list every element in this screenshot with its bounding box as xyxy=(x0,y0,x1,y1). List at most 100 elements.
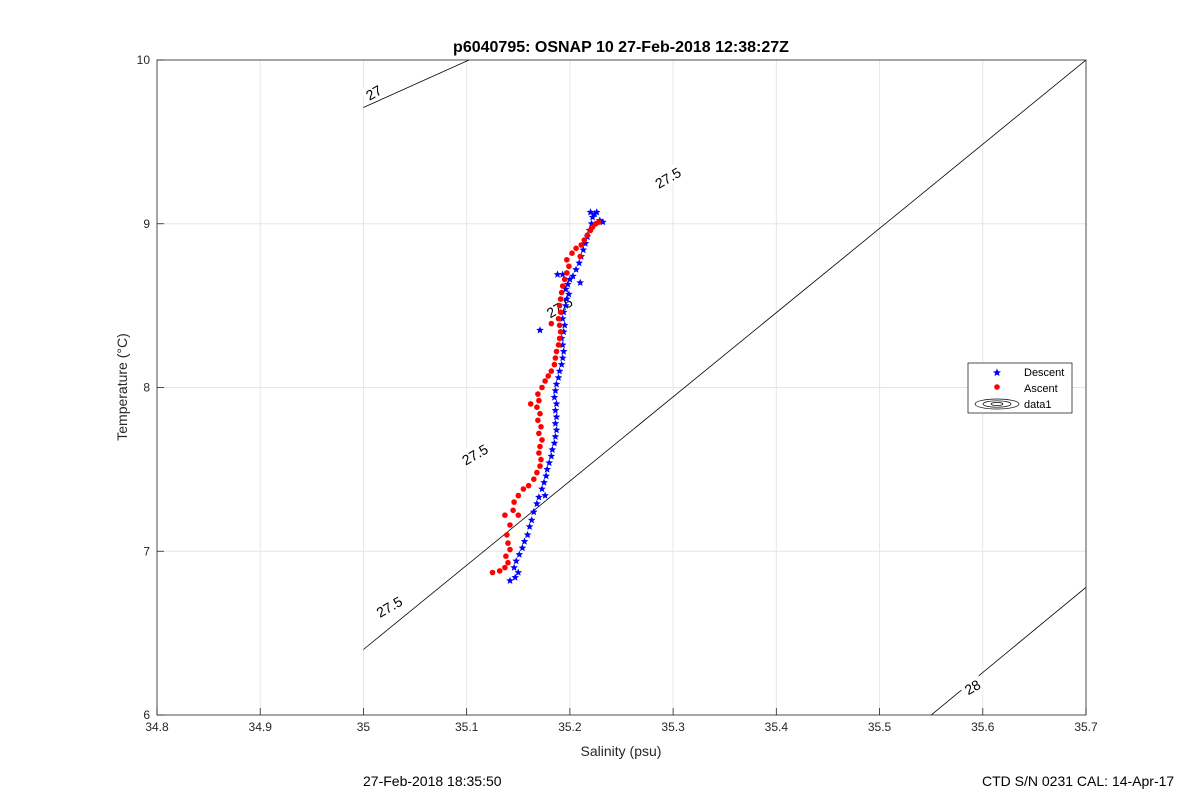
ascent-point xyxy=(581,237,588,243)
contour-label-text: 27 xyxy=(363,82,385,104)
ascent-point xyxy=(505,540,511,546)
descent-point xyxy=(558,354,567,362)
descent-point xyxy=(551,419,560,427)
y-tick-label: 6 xyxy=(143,708,150,722)
ascent-point xyxy=(584,232,591,238)
contour-label-bg xyxy=(453,437,495,471)
ascent-point xyxy=(539,437,545,443)
ascent-point xyxy=(555,315,562,322)
ascent-point xyxy=(534,404,540,411)
ascent-point xyxy=(538,424,544,430)
ascent-point xyxy=(556,302,563,309)
ascent-point xyxy=(535,391,541,397)
descent-point xyxy=(579,246,588,254)
descent-point xyxy=(569,272,577,280)
chart-title: p6040795: OSNAP 10 27-Feb-2018 12:38:27Z xyxy=(453,39,789,56)
legend-descent-label: Descent xyxy=(1024,367,1064,379)
y-tick-label: 10 xyxy=(137,53,151,67)
descent-point xyxy=(533,499,541,507)
descent-point xyxy=(515,550,524,558)
ascent-point xyxy=(573,245,579,252)
descent-point xyxy=(559,347,568,355)
descent-point xyxy=(548,445,557,453)
ascent-point xyxy=(507,522,513,528)
descent-point xyxy=(514,568,523,576)
descent-point xyxy=(530,507,538,516)
descent-point xyxy=(552,426,561,434)
y-axis-label: Temperature (°C) xyxy=(114,333,130,441)
descent-point xyxy=(525,522,534,530)
descent-point xyxy=(512,557,520,565)
data-points xyxy=(489,208,607,584)
descent-point xyxy=(550,439,559,447)
legend: Descent Ascent data1 xyxy=(967,362,1073,414)
descent-point xyxy=(551,386,560,394)
ascent-point xyxy=(515,512,522,518)
descent-point xyxy=(510,563,518,571)
descent-point xyxy=(541,491,549,499)
legend-ascent-label: Ascent xyxy=(1024,383,1058,395)
ascent-point xyxy=(520,486,527,492)
ascent-point xyxy=(525,482,532,489)
ascent-point xyxy=(496,568,503,574)
ascent-point xyxy=(507,546,513,553)
ascent-point xyxy=(556,322,563,329)
ascent-point xyxy=(577,253,583,260)
ascent-point xyxy=(538,456,544,463)
ascent-point xyxy=(557,329,564,335)
ascent-point xyxy=(511,499,517,505)
ascent-point xyxy=(552,355,559,361)
ascent-point xyxy=(536,430,542,437)
y-tick-label: 7 xyxy=(143,544,150,558)
ascent-point xyxy=(537,463,543,469)
series-ascent xyxy=(489,219,602,576)
ascent-point xyxy=(569,250,575,256)
contour-line-28 xyxy=(930,586,1086,715)
descent-point xyxy=(551,406,560,414)
x-tick-label: 35.3 xyxy=(661,720,685,734)
descent-point xyxy=(587,219,596,227)
contour-label: 28 xyxy=(958,673,986,699)
descent-point xyxy=(562,301,570,309)
contour-label-bg xyxy=(368,589,410,623)
descent-point xyxy=(563,295,571,303)
descent-point xyxy=(540,478,548,486)
ascent-point xyxy=(548,368,555,374)
descent-point xyxy=(599,218,607,226)
x-tick-label: 35.1 xyxy=(455,720,479,734)
descent-point xyxy=(560,321,569,329)
ascent-point xyxy=(564,257,570,263)
descent-point xyxy=(552,413,561,421)
legend-data1-label: data1 xyxy=(1024,399,1052,411)
ascent-point xyxy=(505,559,511,566)
contour-label-bg xyxy=(359,79,387,105)
ascent-point xyxy=(489,569,496,576)
ascent-point xyxy=(534,469,540,476)
descent-point xyxy=(554,373,563,381)
footer-ctd-calibration: CTD S/N 0231 CAL: 14-Apr-17 xyxy=(982,773,1175,789)
ascent-point xyxy=(503,553,509,559)
contour-label-bg xyxy=(647,160,688,194)
ascent-point xyxy=(537,410,543,417)
descent-point xyxy=(535,493,543,501)
ascent-point xyxy=(545,373,551,379)
descent-point xyxy=(558,270,567,278)
contour-line-27.5 xyxy=(363,60,1086,650)
descent-point xyxy=(566,275,574,283)
ascent-point xyxy=(558,289,565,296)
descent-point xyxy=(527,516,536,524)
x-tick-label: 35 xyxy=(357,720,371,734)
descent-point xyxy=(518,544,527,552)
ascent-point xyxy=(557,309,564,316)
descent-point xyxy=(551,432,560,440)
x-tick-label: 35.5 xyxy=(868,720,892,734)
x-tick-label: 35.7 xyxy=(1074,720,1098,734)
legend-box xyxy=(967,362,1073,414)
descent-point xyxy=(523,530,532,539)
descent-point xyxy=(564,280,572,288)
ascent-point xyxy=(566,263,572,270)
ascent-point xyxy=(535,417,541,424)
descent-point xyxy=(562,285,570,293)
y-tick-label: 9 xyxy=(143,217,150,231)
